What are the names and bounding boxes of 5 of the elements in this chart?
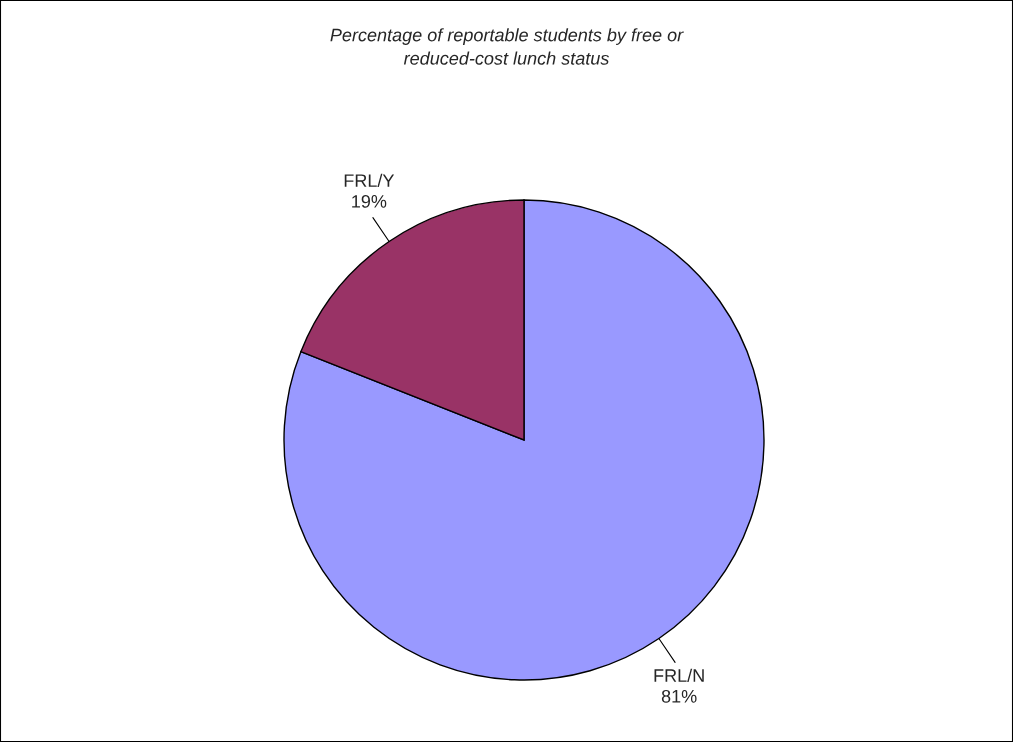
slice-label: FRL/N <box>654 668 704 682</box>
slice-label: FRL/Y <box>344 173 395 187</box>
chart-title: Percentage of reportable students by free or reduced-cost lunch status <box>330 28 684 65</box>
data-label: 81% <box>661 689 697 703</box>
data-label: 19% <box>352 194 387 208</box>
